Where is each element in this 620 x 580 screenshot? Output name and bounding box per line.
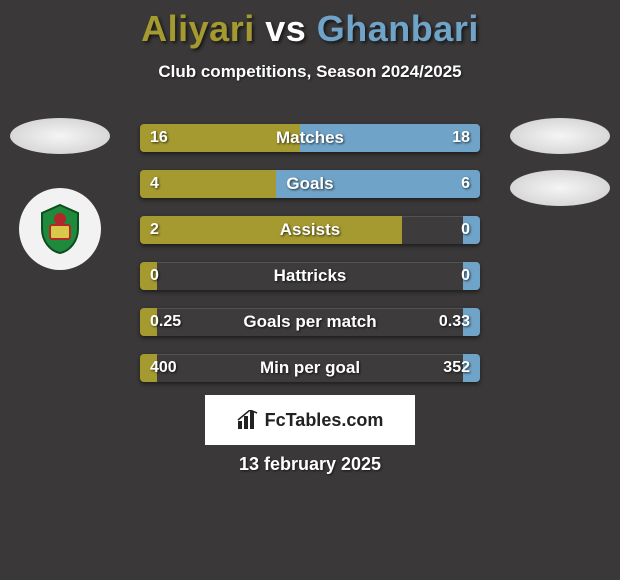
stat-value-right: 352 — [443, 354, 470, 382]
stat-value-right: 18 — [452, 124, 470, 152]
bar-chart-icon — [237, 410, 259, 430]
stat-row: Hattricks0 0 — [140, 262, 480, 290]
stat-fill-left — [140, 170, 276, 198]
subtitle: Club competitions, Season 2024/2025 — [0, 62, 620, 82]
stat-value-right: 0 — [461, 216, 470, 244]
stat-row: Assists20 — [140, 216, 480, 244]
player2-avatar-placeholder — [510, 118, 610, 154]
title-vs: vs — [265, 8, 306, 49]
watermark: FcTables.com — [205, 395, 415, 445]
club-shield-icon — [32, 201, 88, 257]
left-avatar-column — [10, 118, 110, 270]
stat-value-left: 2 — [150, 216, 159, 244]
stat-label: Min per goal — [140, 354, 480, 382]
stat-fill-right — [276, 170, 480, 198]
stat-value-right: 0 — [461, 262, 470, 290]
stat-value-left: 0.25 — [150, 308, 181, 336]
watermark-text: FcTables.com — [265, 410, 384, 431]
stat-value-left: 16 — [150, 124, 168, 152]
stat-label: Hattricks — [140, 262, 480, 290]
player1-avatar-placeholder — [10, 118, 110, 154]
player1-club-logo — [19, 188, 101, 270]
stat-value-left: 4 — [150, 170, 159, 198]
stat-value-right: 6 — [461, 170, 470, 198]
stat-fill-left — [140, 216, 402, 244]
stat-bars: Matches1618Goals46Assists20Hattricks00Go… — [140, 124, 480, 400]
stat-row: Min per goal400 352 — [140, 354, 480, 382]
title-player2: Ghanbari — [317, 8, 479, 49]
stat-value-left: 0 — [150, 262, 159, 290]
player2-club-placeholder — [510, 170, 610, 206]
stat-row: Goals per match0.25 0.33 — [140, 308, 480, 336]
stat-label: Goals per match — [140, 308, 480, 336]
stat-row: Matches1618 — [140, 124, 480, 152]
stat-row: Goals46 — [140, 170, 480, 198]
stat-value-right: 0.33 — [439, 308, 470, 336]
title-player1: Aliyari — [141, 8, 255, 49]
right-avatar-column — [510, 118, 610, 240]
page-title: Aliyari vs Ghanbari — [0, 0, 620, 50]
date-text: 13 february 2025 — [0, 454, 620, 475]
stat-value-left: 400 — [150, 354, 177, 382]
